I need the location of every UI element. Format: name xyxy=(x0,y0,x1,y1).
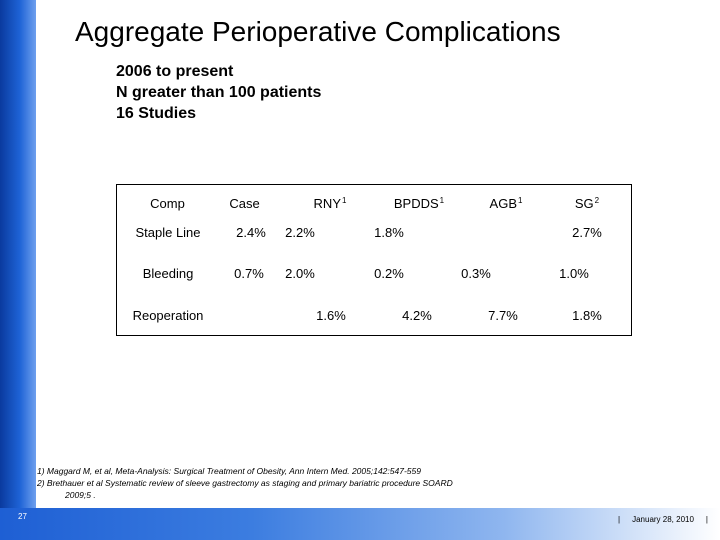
table-header-bpdds: BPDDS1 xyxy=(393,196,445,211)
subtitle-line: 2006 to present xyxy=(116,63,234,80)
table-cell: 1.8% xyxy=(572,308,602,323)
table-cell: 2.4% xyxy=(236,225,266,240)
slide-number: 27 xyxy=(18,512,27,521)
table-cell: 1.6% xyxy=(316,308,346,323)
slide-subtitle: 2006 to present N greater than 100 patie… xyxy=(116,61,321,124)
table-header-agb: AGB1 xyxy=(489,196,523,211)
footnote: 2) Brethauer et al Systematic review of … xyxy=(37,478,453,488)
table-header-sg: SG2 xyxy=(574,196,600,211)
table-cell: 2.7% xyxy=(572,225,602,240)
table-cell: 2.0% xyxy=(285,266,315,281)
subtitle-line: N greater than 100 patients xyxy=(116,84,322,101)
table-cell: 4.2% xyxy=(402,308,432,323)
table-cell: 0.3% xyxy=(461,266,491,281)
table-cell: 1.0% xyxy=(559,266,589,281)
date-text: January 28, 2010 xyxy=(632,515,694,524)
left-accent-bar xyxy=(0,0,36,540)
slide-title: Aggregate Perioperative Complications xyxy=(75,16,561,47)
table-cell: Bleeding xyxy=(142,266,194,281)
table-header-case: Case xyxy=(229,196,260,211)
complications-table xyxy=(116,184,632,336)
table-cell: 7.7% xyxy=(488,308,518,323)
table-cell: 0.2% xyxy=(374,266,404,281)
footnotes: 1) Maggard M, et al, Meta-Analysis: Surg… xyxy=(37,465,597,501)
table-cell: 2.2% xyxy=(285,225,315,240)
footnote: 1) Maggard M, et al, Meta-Analysis: Surg… xyxy=(37,466,421,476)
table-header-comp: Comp xyxy=(150,196,185,211)
footer-separator: | xyxy=(618,515,621,524)
footer-date: | January 28, 2010 | xyxy=(618,515,708,524)
subtitle-line: 16 Studies xyxy=(116,105,197,122)
footnote: 2009;5 . xyxy=(65,490,96,500)
table-cell: 0.7% xyxy=(234,266,264,281)
footer-separator: | xyxy=(705,515,708,524)
table-header-rny: RNY1 xyxy=(313,196,347,211)
table-cell: Staple Line xyxy=(135,225,201,240)
footer-bar xyxy=(0,508,720,540)
table-cell: Reoperation xyxy=(132,308,204,323)
table-cell: 1.8% xyxy=(374,225,404,240)
